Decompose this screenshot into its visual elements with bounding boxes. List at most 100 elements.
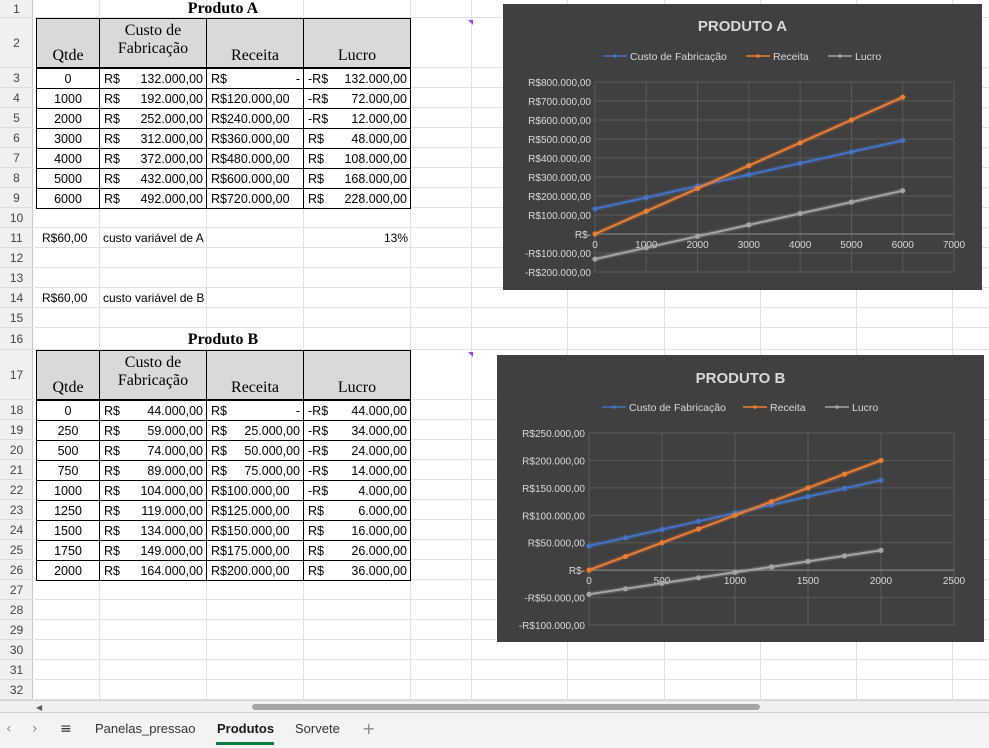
row-header[interactable]: 26 xyxy=(0,560,33,580)
lucro-cell[interactable]: R$ 228.000,00 xyxy=(303,188,411,209)
lucro-cell[interactable]: -R$ 24.000,00 xyxy=(303,440,411,461)
horizontal-scrollbar[interactable]: ◀ xyxy=(0,700,989,712)
row-header[interactable]: 16 xyxy=(0,328,33,350)
lucro-cell[interactable]: R$ 108.000,00 xyxy=(303,148,411,169)
prev-sheet-icon[interactable]: ‹ xyxy=(6,721,12,737)
receita-cell[interactable]: R$240.000,00 xyxy=(206,108,304,129)
row-header[interactable]: 2 xyxy=(0,18,33,68)
scroll-left-arrow-icon[interactable]: ◀ xyxy=(36,703,43,712)
qtde-cell[interactable]: 750 xyxy=(36,460,100,481)
lucro-cell[interactable]: R$ 168.000,00 xyxy=(303,168,411,189)
lucro-cell[interactable]: R$ 16.000,00 xyxy=(303,520,411,541)
row-header[interactable]: 23 xyxy=(0,500,33,520)
receita-cell[interactable]: R$720.000,00 xyxy=(206,188,304,209)
lucro-cell[interactable]: -R$ 14.000,00 xyxy=(303,460,411,481)
chart-produto-b[interactable]: PRODUTO B Custo de Fabricação Receita Lucro… xyxy=(497,355,984,642)
receita-cell[interactable]: R$150.000,00 xyxy=(206,520,304,541)
row-header[interactable]: 5 xyxy=(0,108,33,128)
custo-cell[interactable]: R$ 192.000,00 xyxy=(99,88,207,109)
row-header[interactable]: 21 xyxy=(0,460,33,480)
var-cost-a-label[interactable]: custo variável de A xyxy=(103,231,204,245)
row-header[interactable]: 27 xyxy=(0,580,33,600)
lucro-cell[interactable]: R$ 36.000,00 xyxy=(303,560,411,581)
qtde-cell[interactable]: 250 xyxy=(36,420,100,441)
row-header[interactable]: 32 xyxy=(0,680,33,700)
qtde-cell[interactable]: 1750 xyxy=(36,540,100,561)
receita-cell[interactable]: R$120.000,00 xyxy=(206,88,304,109)
receita-cell[interactable]: R$ 50.000,00 xyxy=(206,440,304,461)
add-sheet-icon[interactable]: + xyxy=(362,719,376,738)
lucro-cell[interactable]: -R$ 132.000,00 xyxy=(303,68,411,89)
qtde-cell[interactable]: 5000 xyxy=(36,168,100,189)
chart-produto-a[interactable]: PRODUTO A Custo de Fabricação Receita Lucro… xyxy=(503,4,982,290)
row-header[interactable]: 22 xyxy=(0,480,33,500)
receita-cell[interactable]: R$ - xyxy=(206,400,304,421)
qtde-cell[interactable]: 0 xyxy=(36,68,100,89)
receita-cell[interactable]: R$360.000,00 xyxy=(206,128,304,149)
row-header[interactable]: 20 xyxy=(0,440,33,460)
var-cost-a-value[interactable]: R$60,00 xyxy=(42,231,88,245)
lucro-cell[interactable]: -R$ 44.000,00 xyxy=(303,400,411,421)
custo-cell[interactable]: R$ 59.000,00 xyxy=(99,420,207,441)
qtde-cell[interactable]: 2000 xyxy=(36,108,100,129)
lucro-cell[interactable]: -R$ 72.000,00 xyxy=(303,88,411,109)
tab-sorvete[interactable]: Sorvete xyxy=(295,721,340,736)
custo-cell[interactable]: R$ 89.000,00 xyxy=(99,460,207,481)
receita-cell[interactable]: R$125.000,00 xyxy=(206,500,304,521)
row-header[interactable]: 11 xyxy=(0,228,33,248)
receita-cell[interactable]: R$ 75.000,00 xyxy=(206,460,304,481)
var-cost-b-label[interactable]: custo variável de B xyxy=(103,291,205,305)
tab-produtos[interactable]: Produtos xyxy=(217,721,275,736)
row-header[interactable]: 30 xyxy=(0,640,33,660)
receita-cell[interactable]: R$600.000,00 xyxy=(206,168,304,189)
custo-cell[interactable]: R$ 104.000,00 xyxy=(99,480,207,501)
qtde-cell[interactable]: 4000 xyxy=(36,148,100,169)
custo-cell[interactable]: R$ 74.000,00 xyxy=(99,440,207,461)
custo-cell[interactable]: R$ 372.000,00 xyxy=(99,148,207,169)
custo-cell[interactable]: R$ 44.000,00 xyxy=(99,400,207,421)
custo-cell[interactable]: R$ 432.000,00 xyxy=(99,168,207,189)
percent-cell[interactable]: 13% xyxy=(383,231,408,245)
qtde-cell[interactable]: 1250 xyxy=(36,500,100,521)
tab-panelas-pressao[interactable]: Panelas_pressao xyxy=(95,721,196,736)
qtde-cell[interactable]: 500 xyxy=(36,440,100,461)
receita-cell[interactable]: R$175.000,00 xyxy=(206,540,304,561)
var-cost-b-value[interactable]: R$60,00 xyxy=(42,291,88,305)
row-header[interactable]: 7 xyxy=(0,148,33,168)
qtde-cell[interactable]: 1000 xyxy=(36,88,100,109)
lucro-cell[interactable]: R$ 26.000,00 xyxy=(303,540,411,561)
row-header[interactable]: 24 xyxy=(0,520,33,540)
custo-cell[interactable]: R$ 312.000,00 xyxy=(99,128,207,149)
row-header[interactable]: 4 xyxy=(0,88,33,108)
row-header[interactable]: 12 xyxy=(0,248,33,268)
qtde-cell[interactable]: 6000 xyxy=(36,188,100,209)
receita-cell[interactable]: R$ 25.000,00 xyxy=(206,420,304,441)
qtde-cell[interactable]: 0 xyxy=(36,400,100,421)
qtde-cell[interactable]: 1000 xyxy=(36,480,100,501)
all-sheets-menu-icon[interactable]: ≡ xyxy=(60,721,72,737)
lucro-cell[interactable]: -R$ 12.000,00 xyxy=(303,108,411,129)
row-header[interactable]: 28 xyxy=(0,600,33,620)
custo-cell[interactable]: R$ 164.000,00 xyxy=(99,560,207,581)
row-header[interactable]: 10 xyxy=(0,208,33,228)
lucro-cell[interactable]: R$ 48.000,00 xyxy=(303,128,411,149)
qtde-cell[interactable]: 3000 xyxy=(36,128,100,149)
lucro-cell[interactable]: R$ 6.000,00 xyxy=(303,500,411,521)
row-header[interactable]: 18 xyxy=(0,400,33,420)
custo-cell[interactable]: R$ 252.000,00 xyxy=(99,108,207,129)
custo-cell[interactable]: R$ 119.000,00 xyxy=(99,500,207,521)
custo-cell[interactable]: R$ 132.000,00 xyxy=(99,68,207,89)
row-header[interactable]: 19 xyxy=(0,420,33,440)
row-header[interactable]: 3 xyxy=(0,68,33,88)
custo-cell[interactable]: R$ 149.000,00 xyxy=(99,540,207,561)
row-header[interactable]: 13 xyxy=(0,268,33,288)
row-header[interactable]: 29 xyxy=(0,620,33,640)
custo-cell[interactable]: R$ 492.000,00 xyxy=(99,188,207,209)
scroll-thumb[interactable] xyxy=(252,704,760,710)
receita-cell[interactable]: R$ - xyxy=(206,68,304,89)
qtde-cell[interactable]: 1500 xyxy=(36,520,100,541)
row-header[interactable]: 15 xyxy=(0,308,33,328)
row-header[interactable]: 31 xyxy=(0,660,33,680)
row-header[interactable]: 6 xyxy=(0,128,33,148)
row-header[interactable]: 17 xyxy=(0,350,33,400)
